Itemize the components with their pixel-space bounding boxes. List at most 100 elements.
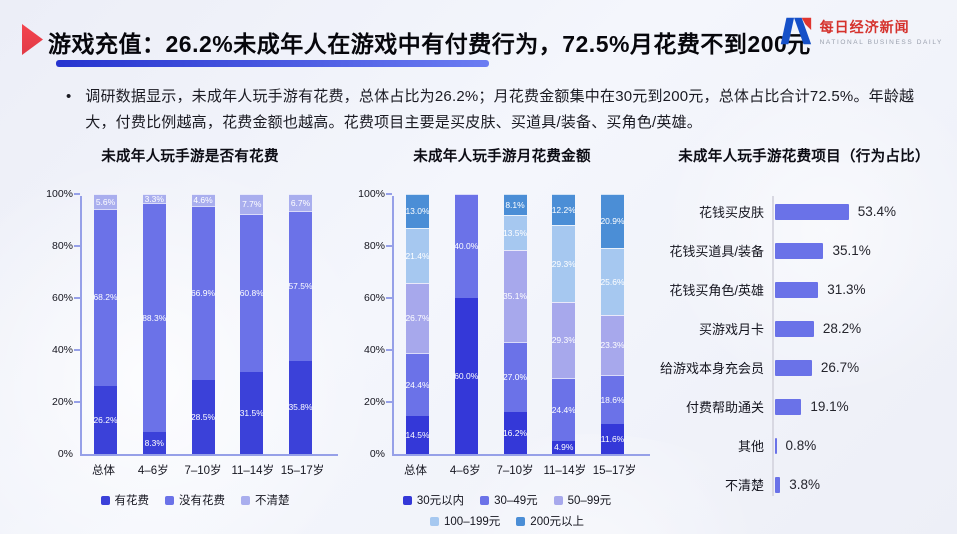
- bar-segment: 5.6%: [94, 194, 117, 209]
- bar-segment: 6.7%: [289, 194, 312, 212]
- y-axis-tick-mark: [74, 245, 80, 247]
- category-label-text: 总体: [404, 465, 427, 477]
- chart-spending-yes-no: 未成年人玩手游是否有花费 26.2% 68.2% 5.6% 8.3% 88.3% 3.3%…: [40, 146, 340, 508]
- bar-segment: 25.6%: [600, 248, 625, 315]
- hbar-category-label: 花钱买道具/装备: [669, 244, 764, 259]
- logo-english-name: NATIONAL BUSINESS DAILY: [819, 38, 943, 46]
- segment-value-label: 68.2%: [93, 292, 118, 303]
- bar-segment: 26.2%: [93, 385, 118, 454]
- segment-value-label: 20.9%: [600, 216, 625, 227]
- chart-legend: 30元以内 30–49元 50–99元 100–199元 200元以上: [372, 492, 642, 529]
- hbar-category-label: 给游戏本身充会员: [659, 361, 764, 376]
- hbar-row: 买游戏月卡 28.2%: [658, 309, 950, 348]
- bar-segment: 18.6%: [600, 375, 625, 424]
- hbar-bar: [775, 203, 849, 220]
- y-axis-tick-mark: [386, 401, 392, 403]
- legend-item: 30元以内: [402, 492, 464, 508]
- bar-segment: 68.2%: [93, 208, 118, 386]
- category-label: 7–10岁: [184, 462, 221, 478]
- segment-value-label: 7.7%: [242, 199, 262, 210]
- segment-value-label: 23.3%: [600, 340, 625, 351]
- bar-segment: 88.3%: [142, 202, 166, 433]
- chart-monthly-amount: 未成年人玩手游月花费金额 14.5% 24.4% 26.7% 21.4% 13.0% 60…: [352, 146, 652, 529]
- y-axis-tick-mark: [386, 193, 392, 195]
- bar-segment: 35.8%: [288, 360, 313, 454]
- bar-segment: 27.0%: [502, 341, 528, 412]
- hbar-row: 付费帮助通关 19.1%: [658, 387, 950, 426]
- category-label-text: 15–17岁: [280, 465, 325, 477]
- segment-value-label: 25.6%: [600, 276, 625, 287]
- chart-legend: 有花费 没有花费 不清楚: [60, 492, 330, 508]
- stacked-bar: 11.6% 18.6% 23.3% 25.6% 20.9%: [600, 194, 625, 454]
- segment-value-label: 29.3%: [551, 334, 576, 345]
- bar-segment: 16.2%: [503, 411, 527, 454]
- bullet-point: •: [66, 88, 72, 105]
- stacked-bar: 60.0% 40.0%: [454, 194, 478, 454]
- y-axis-tick-label: 0%: [57, 448, 73, 460]
- hbar-value-label: 0.8%: [785, 438, 817, 453]
- logo-text: 每日经济新闻 NATIONAL BUSINESS DAILY: [820, 17, 943, 46]
- legend-item: 没有花费: [165, 492, 225, 508]
- chart-title: 未成年人玩手游是否有花费: [101, 149, 279, 165]
- segment-value-label: 4.9%: [554, 442, 574, 453]
- legend-swatch: [165, 495, 174, 505]
- category-label: 总体: [92, 462, 115, 478]
- y-axis-tick-mark: [74, 297, 80, 299]
- red-flag-icon: [22, 24, 43, 55]
- category-label: 7–10岁: [496, 462, 533, 478]
- legend-swatch: [480, 495, 490, 505]
- hbar-category-label: 其他: [737, 439, 764, 454]
- legend-label: 50–99元: [567, 495, 612, 507]
- category-label: 总体: [404, 462, 427, 478]
- hbar-category-label: 付费帮助通关: [685, 400, 764, 415]
- segment-value-label: 5.6%: [95, 196, 116, 207]
- bar-segment: 11.6%: [601, 423, 624, 454]
- summary-paragraph: • 调研数据显示，未成年人玩手游有花费，总体占比为26.2%；月花费金额集中在3…: [66, 84, 922, 136]
- chart-title: 未成年人玩手游花费项目（行为占比）: [678, 149, 930, 165]
- category-label-text: 7–10岁: [184, 465, 222, 477]
- stacked-bar: 26.2% 68.2% 5.6%: [93, 194, 118, 454]
- segment-value-label: 13.0%: [405, 206, 430, 217]
- bar-segment: 31.5%: [240, 372, 264, 454]
- segment-value-label: 21.4%: [405, 250, 430, 261]
- bar-segment: 14.5%: [405, 416, 430, 454]
- hbar-row: 其他 0.8%: [658, 426, 950, 465]
- segment-value-label: 27.0%: [502, 372, 528, 383]
- legend-swatch: [516, 516, 526, 526]
- y-axis-tick-label: 20%: [363, 396, 385, 408]
- legend-item: 30–49元: [480, 492, 538, 508]
- hbar-category-label: 花钱买皮肤: [698, 205, 764, 220]
- bar-segment: 3.3%: [142, 194, 166, 203]
- category-label: 4–6岁: [450, 462, 481, 478]
- hbar-bar: [775, 242, 824, 259]
- y-axis-tick-mark: [74, 193, 80, 195]
- hbar-value-label: 19.1%: [810, 399, 849, 414]
- segment-value-label: 66.9%: [190, 288, 216, 299]
- bar-segment: 60.8%: [240, 214, 264, 373]
- segment-value-label: 24.4%: [405, 379, 430, 390]
- legend-label: 有花费: [114, 495, 150, 507]
- legend-item: 50–99元: [553, 492, 612, 508]
- category-label-text: 11–14岁: [543, 465, 587, 477]
- y-axis-tick-label: 20%: [51, 396, 73, 408]
- hbar-row: 花钱买皮肤 53.4%: [658, 192, 950, 231]
- bar-segment: 21.4%: [405, 227, 430, 284]
- bars-container: 26.2% 68.2% 5.6% 8.3% 88.3% 3.3% 28.5% 66.9% 4.6…: [82, 194, 338, 454]
- hbar-category-label: 花钱买角色/英雄: [669, 283, 764, 298]
- hbar-row: 花钱买道具/装备 35.1%: [658, 231, 950, 270]
- hbar-value-label: 35.1%: [832, 243, 871, 258]
- legend-swatch: [430, 516, 440, 526]
- segment-value-label: 18.6%: [600, 394, 625, 405]
- legend-item: 200元以上: [516, 513, 584, 529]
- bar-segment: 7.7%: [240, 194, 264, 215]
- bars-container: 14.5% 24.4% 26.7% 21.4% 13.0% 60.0% 40.0% 16.2%…: [394, 193, 650, 454]
- logo-chinese-name: 每日经济新闻: [819, 18, 910, 35]
- hbar-value-label: 28.2%: [822, 321, 862, 336]
- category-label: 15–17岁: [281, 462, 324, 478]
- bar-segment: 13.0%: [405, 194, 430, 228]
- bar-segment: 8.3%: [142, 432, 166, 454]
- chart-title: 未成年人玩手游月花费金额: [413, 149, 591, 165]
- stacked-bar: 31.5% 60.8% 7.7%: [240, 194, 264, 454]
- hbar-value-label: 31.3%: [827, 282, 866, 297]
